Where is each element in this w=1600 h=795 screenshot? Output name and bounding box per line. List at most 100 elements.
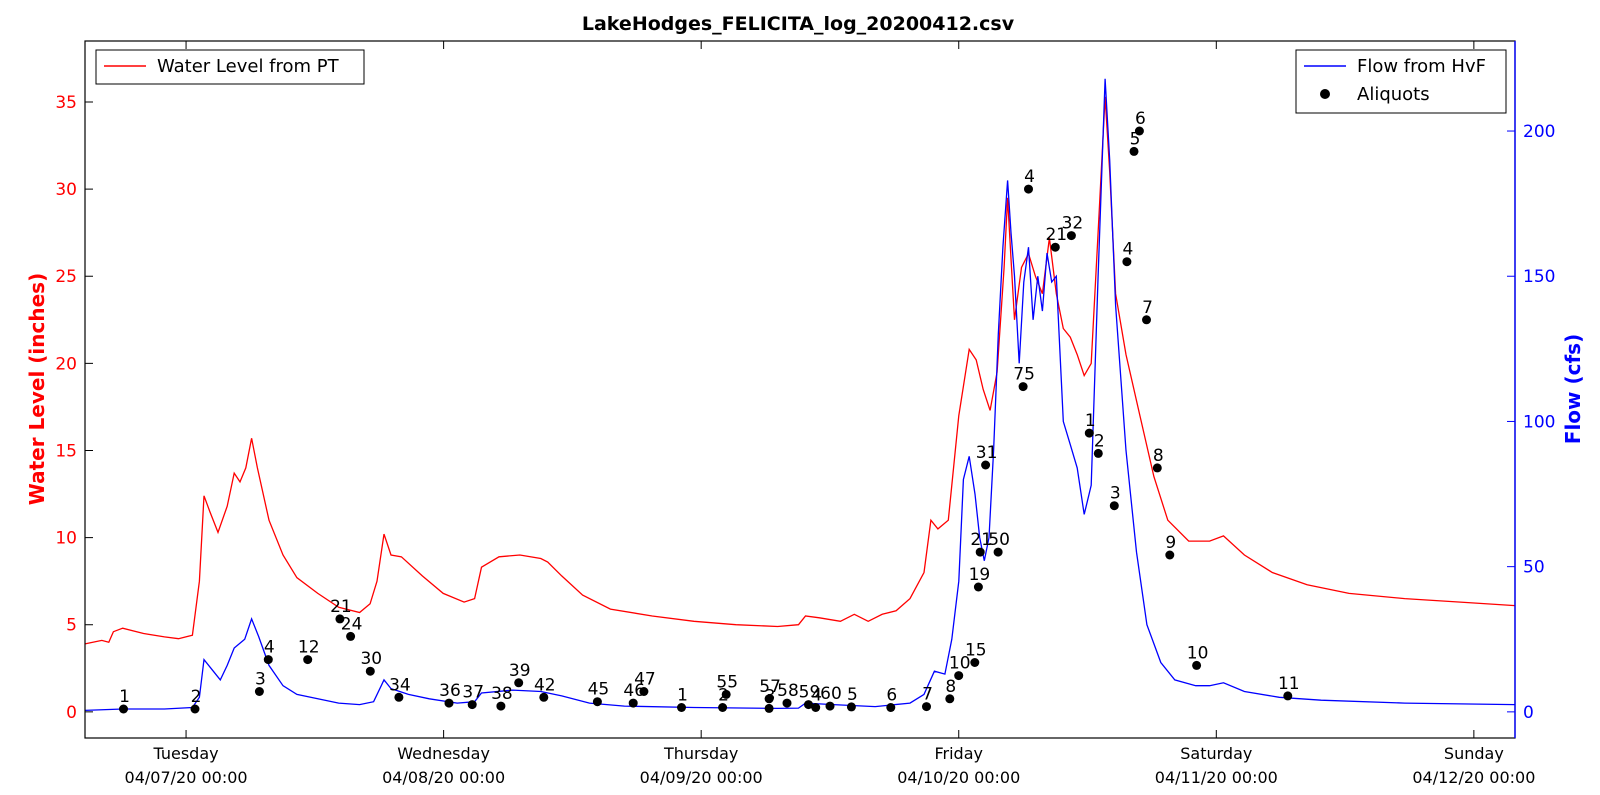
aliquot-label: 32 — [1062, 214, 1084, 234]
aliquot-point — [764, 703, 774, 713]
aliquot-point — [1192, 660, 1202, 670]
aliquot-point — [677, 703, 686, 712]
aliquot-point — [1018, 382, 1028, 392]
left-tick-label: 20 — [55, 354, 77, 374]
right-tick-label: 150 — [1523, 267, 1555, 287]
aliquot-label: 9 — [1165, 533, 1176, 553]
aliquot-point — [514, 678, 524, 688]
right-tick-label: 50 — [1523, 558, 1545, 578]
legend-label-aliquots: Aliquots — [1357, 84, 1430, 105]
aliquot-label: 21 — [970, 530, 992, 550]
aliquot-point — [975, 547, 985, 557]
aliquot-label: 34 — [389, 675, 411, 695]
aliquot-label: 7 — [1142, 298, 1153, 318]
x-tick-date-label: 04/10/20 00:00 — [897, 768, 1020, 787]
aliquot-label: 8 — [945, 677, 956, 697]
aliquot-point — [981, 460, 991, 470]
aliquot-point — [1129, 146, 1139, 156]
aliquot-point — [954, 671, 964, 681]
x-tick-date-label: 04/12/20 00:00 — [1412, 768, 1535, 787]
aliquot-label: 5 — [847, 685, 858, 705]
aliquot-point — [764, 694, 774, 704]
aliquot-label: 55 — [716, 672, 738, 692]
aliquot-label: 1 — [1085, 411, 1096, 431]
right-tick-label: 200 — [1523, 122, 1555, 142]
aliquot-point — [346, 631, 356, 641]
aliquot-label: 6 — [886, 686, 897, 706]
aliquot-point — [539, 692, 549, 702]
aliquot-label: 50 — [988, 530, 1010, 550]
x-axis: Tuesday 04/07/20 00:00 Wednesday 04/08/20 0… — [125, 41, 1535, 787]
aliquot-label: 75 — [1013, 365, 1035, 385]
aliquot-label: 3 — [765, 686, 776, 706]
aliquot-label: 6 — [1135, 109, 1146, 129]
aliquot-label: 57 — [759, 677, 781, 697]
aliquot-label: 15 — [965, 641, 987, 661]
aliquot-label: 2 — [191, 687, 202, 707]
aliquot-point — [886, 703, 896, 712]
left-tick-label: 15 — [55, 441, 77, 461]
aliquot-label: 30 — [360, 649, 382, 669]
series-layer — [84, 78, 1516, 712]
aliquot-label: 19 — [969, 565, 991, 585]
legend-left: Water Level from PT — [95, 49, 365, 85]
aliquot-label: 12 — [298, 638, 320, 658]
aliquot-point — [639, 687, 649, 696]
x-tick-date-label: 04/08/20 00:00 — [382, 768, 505, 787]
aliquot-label: 1 — [677, 686, 688, 706]
aliquot-point — [922, 702, 931, 712]
aliquot-label: 4 — [264, 638, 275, 658]
left-tick-label: 0 — [66, 703, 77, 723]
aliquot-point — [993, 547, 1003, 557]
aliquot-point — [825, 701, 835, 711]
left-tick-label: 30 — [55, 180, 77, 200]
aliquot-label: 21 — [330, 597, 352, 617]
aliquot-label: 5 — [1130, 129, 1141, 149]
chart-title: LakeHodges_FELICITA_log_20200412.csv — [582, 13, 1015, 35]
aliquot-point — [119, 704, 128, 714]
left-axis-label: Water Level (inches) — [25, 273, 49, 505]
x-tick-date-label: 04/09/20 00:00 — [640, 768, 763, 787]
aliquot-point — [254, 687, 264, 696]
left-tick-label: 35 — [55, 93, 77, 113]
legend-label-water-level: Water Level from PT — [157, 56, 340, 77]
aliquot-point — [1134, 126, 1144, 136]
legend-label-flow: Flow from HvF — [1357, 56, 1486, 77]
aliquot-label: 2 — [718, 686, 729, 706]
left-axis: 0 5 10 15 20 25 30 35 — [55, 93, 93, 723]
aliquot-point — [811, 703, 821, 712]
aliquot-label: 58 — [777, 681, 799, 701]
right-axis-label: Flow (cfs) — [1561, 334, 1585, 444]
aliquot-label: 4 — [1024, 167, 1035, 187]
aliquot-label: 11 — [1278, 674, 1300, 694]
aliquot-point — [1283, 691, 1293, 701]
aliquot-point — [1093, 448, 1103, 458]
x-tick-day-label: Sunday — [1444, 744, 1504, 763]
aliquot-label: 3 — [255, 670, 266, 690]
left-tick-label: 25 — [55, 267, 77, 287]
aliquot-label: 4 — [811, 686, 822, 706]
aliquot-point — [1142, 315, 1151, 325]
legend-swatch-aliquots — [1320, 89, 1330, 99]
aliquot-point — [496, 701, 506, 711]
aliquot-point — [592, 697, 602, 707]
right-axis: 0 50 100 150 200 — [1507, 41, 1555, 738]
aliquot-label: 38 — [491, 684, 513, 704]
aliquot-label: 36 — [439, 681, 461, 701]
aliquot-point — [444, 698, 454, 708]
left-tick-label: 10 — [55, 529, 77, 549]
aliquot-point — [628, 698, 638, 708]
aliquot-label: 10 — [949, 654, 971, 674]
x-tick-date-label: 04/11/20 00:00 — [1155, 768, 1278, 787]
aliquot-point — [1050, 242, 1060, 252]
aliquot-label: 31 — [976, 443, 998, 463]
aliquot-point — [721, 689, 731, 699]
aliquot-label: 4 — [1122, 240, 1133, 260]
aliquot-label: 8 — [1153, 446, 1164, 466]
aliquot-point — [970, 658, 980, 667]
aliquot-point — [467, 700, 477, 710]
left-tick-label: 5 — [66, 616, 77, 636]
aliquot-label: 1 — [119, 687, 130, 707]
